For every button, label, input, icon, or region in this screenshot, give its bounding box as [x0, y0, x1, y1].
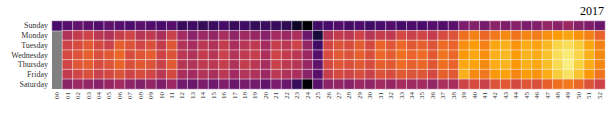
- svg-text:30: 30: [366, 92, 374, 100]
- svg-text:13: 13: [189, 92, 197, 100]
- svg-text:04: 04: [95, 92, 103, 100]
- svg-text:03: 03: [85, 92, 93, 100]
- svg-text:14: 14: [199, 92, 207, 100]
- svg-text:22: 22: [283, 92, 291, 100]
- svg-text:32: 32: [387, 92, 395, 100]
- svg-text:50: 50: [575, 92, 583, 100]
- svg-text:38: 38: [450, 92, 458, 100]
- svg-text:20: 20: [262, 92, 270, 100]
- svg-text:33: 33: [398, 92, 406, 100]
- svg-text:48: 48: [554, 92, 562, 100]
- svg-text:2017: 2017: [580, 4, 604, 18]
- svg-text:01: 01: [64, 92, 72, 100]
- svg-text:21: 21: [272, 92, 280, 100]
- svg-text:40: 40: [471, 92, 479, 100]
- svg-text:39: 39: [460, 92, 468, 100]
- svg-text:00: 00: [53, 92, 61, 100]
- svg-text:17: 17: [231, 92, 239, 100]
- svg-text:41: 41: [481, 92, 489, 100]
- svg-text:25: 25: [314, 92, 322, 100]
- svg-text:Friday: Friday: [27, 70, 48, 79]
- svg-text:43: 43: [502, 92, 510, 100]
- svg-text:49: 49: [564, 92, 572, 100]
- svg-text:10: 10: [158, 92, 166, 100]
- svg-text:26: 26: [325, 92, 333, 100]
- svg-text:08: 08: [137, 92, 145, 100]
- svg-text:Sunday: Sunday: [24, 21, 48, 30]
- svg-text:Tuesday: Tuesday: [21, 41, 48, 50]
- svg-text:15: 15: [210, 92, 218, 100]
- svg-text:Thursday: Thursday: [18, 60, 48, 69]
- svg-text:31: 31: [377, 92, 385, 100]
- svg-text:02: 02: [74, 92, 82, 100]
- svg-text:18: 18: [241, 92, 249, 100]
- svg-text:35: 35: [418, 92, 426, 100]
- svg-text:23: 23: [293, 92, 301, 100]
- svg-text:52: 52: [596, 92, 604, 100]
- svg-text:28: 28: [345, 92, 353, 100]
- svg-text:46: 46: [533, 92, 541, 100]
- svg-text:27: 27: [335, 92, 343, 100]
- svg-text:36: 36: [429, 92, 437, 100]
- svg-text:24: 24: [304, 92, 312, 100]
- svg-text:06: 06: [116, 92, 124, 100]
- svg-text:45: 45: [523, 92, 531, 100]
- svg-text:19: 19: [251, 92, 259, 100]
- svg-text:07: 07: [126, 92, 134, 100]
- svg-text:Saturday: Saturday: [20, 80, 48, 89]
- svg-text:16: 16: [220, 92, 228, 100]
- svg-text:34: 34: [408, 92, 416, 100]
- svg-text:09: 09: [147, 92, 155, 100]
- svg-text:12: 12: [178, 92, 186, 100]
- svg-text:29: 29: [356, 92, 364, 100]
- svg-text:37: 37: [439, 92, 447, 100]
- svg-text:51: 51: [585, 92, 593, 100]
- svg-text:Wednesday: Wednesday: [11, 51, 48, 60]
- svg-text:47: 47: [544, 92, 552, 100]
- svg-text:44: 44: [512, 92, 520, 100]
- svg-text:Monday: Monday: [21, 31, 48, 40]
- svg-text:05: 05: [105, 92, 113, 100]
- svg-text:42: 42: [491, 92, 499, 100]
- svg-text:11: 11: [168, 92, 176, 99]
